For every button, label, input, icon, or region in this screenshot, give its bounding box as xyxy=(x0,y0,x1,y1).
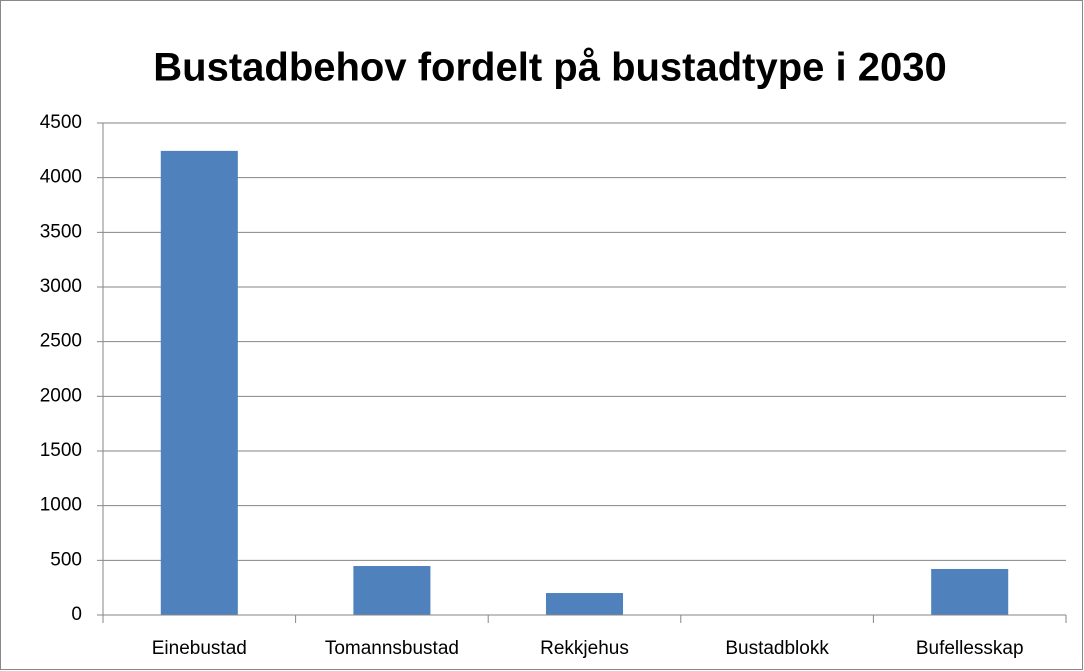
bar xyxy=(160,150,238,615)
bar xyxy=(353,566,431,615)
x-tick-label: Bufellesskap xyxy=(916,638,1024,659)
y-tick-label: 1000 xyxy=(40,495,82,516)
y-tick-label: 4000 xyxy=(40,167,82,188)
x-tick-label: Bustadblokk xyxy=(725,638,829,659)
y-tick-label: 3500 xyxy=(40,221,82,242)
x-tick-label: Tomannsbustad xyxy=(325,638,459,659)
y-tick-label: 0 xyxy=(71,604,82,625)
x-tick-label: Einebustad xyxy=(152,638,247,659)
y-tick-label: 2500 xyxy=(40,331,82,352)
y-tick-label: 4500 xyxy=(40,112,82,133)
y-tick-label: 500 xyxy=(50,549,82,570)
x-tick-label: Rekkjehus xyxy=(540,638,629,659)
chart-title: Bustadbehov fordelt på bustadtype i 2030 xyxy=(153,46,947,90)
bar xyxy=(545,593,624,615)
y-tick-label: 2000 xyxy=(40,385,82,406)
y-tick-label: 3000 xyxy=(40,276,82,297)
y-tick-label: 1500 xyxy=(40,440,82,461)
bar xyxy=(931,568,1009,615)
